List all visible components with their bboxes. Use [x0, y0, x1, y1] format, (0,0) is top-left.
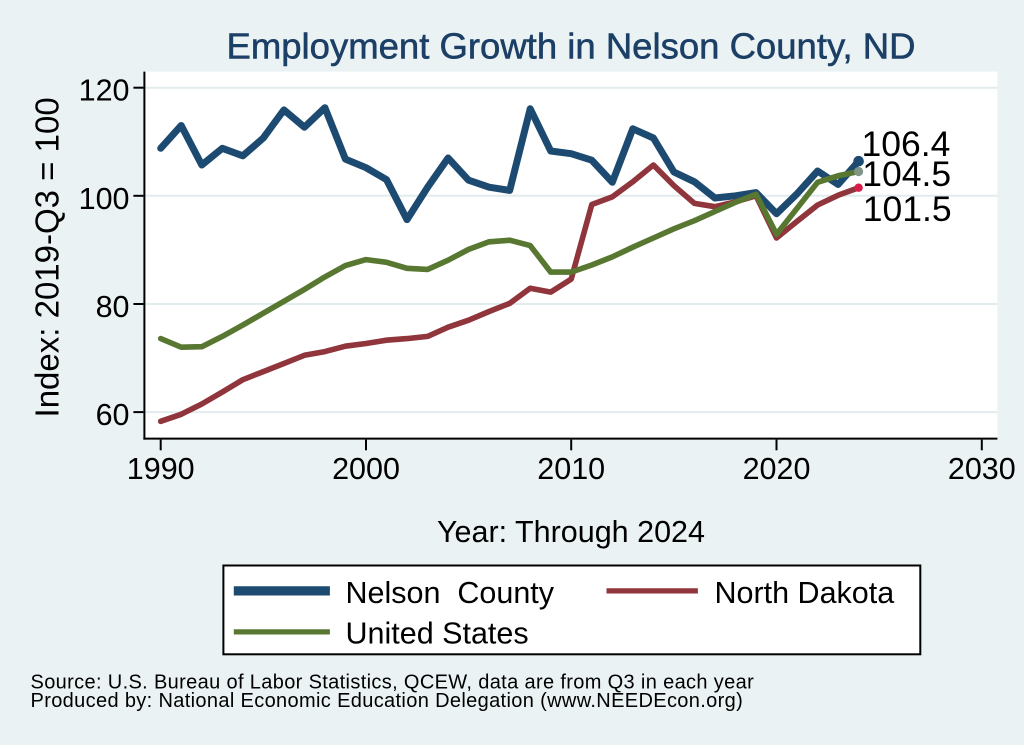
svg-text:Year: Through 2024: Year: Through 2024: [437, 515, 705, 549]
svg-text:United States: United States: [346, 616, 529, 650]
svg-text:80: 80: [96, 290, 130, 324]
svg-text:2000: 2000: [332, 452, 400, 486]
svg-text:106.4: 106.4: [862, 124, 951, 164]
svg-text:Employment Growth in Nelson Co: Employment Growth in Nelson County, ND: [226, 26, 915, 67]
svg-text:2020: 2020: [743, 452, 811, 486]
svg-text:104.5: 104.5: [862, 154, 951, 194]
svg-text:100: 100: [79, 182, 130, 216]
svg-text:Nelson County: Nelson County: [346, 576, 555, 610]
svg-text:1990: 1990: [127, 452, 195, 486]
svg-text:2010: 2010: [537, 452, 605, 486]
svg-text:101.5: 101.5: [863, 189, 952, 229]
svg-text:120: 120: [79, 74, 130, 108]
svg-text:North Dakota: North Dakota: [715, 576, 895, 610]
svg-text:60: 60: [96, 398, 130, 432]
svg-text:Produced by: National Economic: Produced by: National Economic Education…: [31, 690, 744, 712]
svg-text:Source: U.S. Bureau of Labor S: Source: U.S. Bureau of Labor Statistics,…: [31, 671, 755, 693]
svg-text:2030: 2030: [948, 452, 1016, 486]
svg-text:Index: 2019-Q3 = 100: Index: 2019-Q3 = 100: [29, 97, 66, 417]
